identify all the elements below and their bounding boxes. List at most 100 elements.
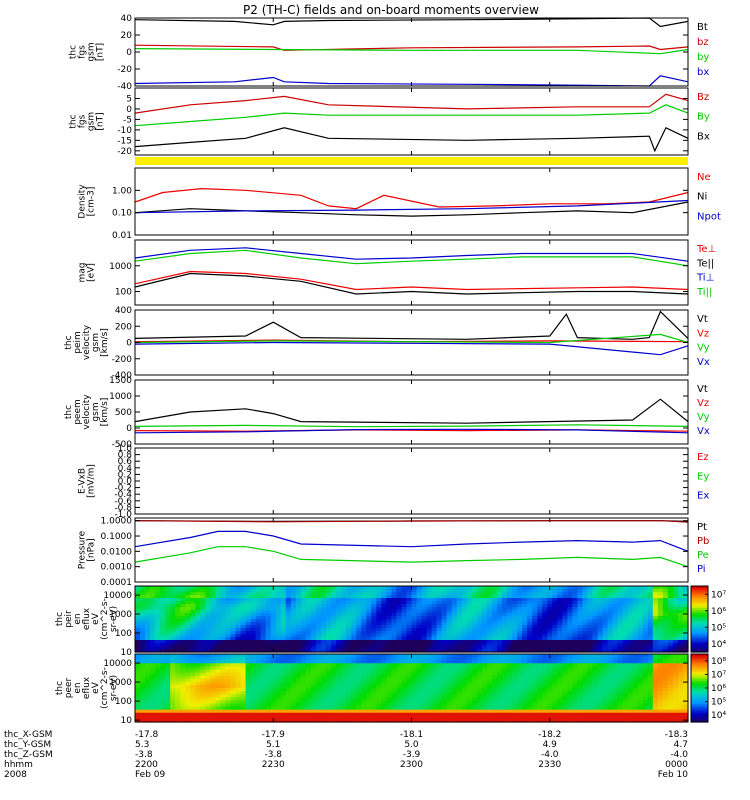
legend-Npot: Npot xyxy=(697,211,721,222)
colorbar-tick-label: 10⁵ xyxy=(711,623,726,633)
legend-Ne: Ne xyxy=(697,172,711,183)
bottom-tick-label: -3.9 xyxy=(403,750,421,760)
colorbar-tick-label: 10⁸ xyxy=(711,657,726,667)
colorbar-tick-label: 10⁶ xyxy=(711,684,726,694)
panel-frame xyxy=(134,309,689,376)
panel-frame xyxy=(134,517,689,583)
panel-4: Te⊥ Te|| Ti⊥ Ti|| 1000 100 mag[eV] xyxy=(78,239,716,306)
y-tick-label: -40 xyxy=(117,82,132,92)
y-tick-label: 0 xyxy=(126,339,132,349)
bottom-tick-label: -3.8 xyxy=(135,750,153,760)
bottom-row-label: thc_Z-GSM xyxy=(4,750,53,760)
panels-group: Btbzbybx40200-20-40thcfgsgsm[nT]BzByBx50… xyxy=(55,14,726,726)
y-tick-label: -500 xyxy=(112,440,133,450)
y-tick-label: -10 xyxy=(117,126,132,136)
series-line-bx xyxy=(134,75,689,87)
series-line-by xyxy=(134,48,689,55)
bottom-tick-label: 4.9 xyxy=(543,740,558,750)
legend-Ni: Ni xyxy=(697,192,707,203)
y-axis-label: mag[eV] xyxy=(78,263,97,283)
bottom-tick-label: 2300 xyxy=(400,760,423,770)
series-line-Ni xyxy=(134,201,689,217)
colorbar: 10⁴ 10⁵ 10⁶ 10⁷ 10⁸ xyxy=(690,653,726,723)
y-tick-label: -20 xyxy=(117,65,132,75)
bottom-tick-label: 2200 xyxy=(135,760,158,770)
y-tick-label: 0.4 xyxy=(118,464,133,474)
legend-Vt: Vt xyxy=(697,384,708,395)
colorbar: 10⁴ 10⁵ 10⁶ 10⁷ xyxy=(690,585,726,653)
panel-3: Ne Ni Npot 1.00 0.10 0.01 Density[cm-3] xyxy=(78,167,721,241)
y-axis-label: thcpeimvelocitygsm[km/s] xyxy=(64,324,110,360)
legend-Bt: Bt xyxy=(697,22,708,33)
series-line-Te|| xyxy=(134,272,689,295)
series-line-Vt xyxy=(134,398,689,424)
series-line-Vt xyxy=(134,310,689,340)
panel-frame xyxy=(134,447,689,515)
y-tick-label: 40 xyxy=(121,14,133,24)
y-tick-label: 0.8 xyxy=(118,451,133,461)
series-line-Ti⊥ xyxy=(134,247,689,262)
y-axis-label: Pressure[nPa] xyxy=(78,530,97,569)
bottom-tick-label: -4.0 xyxy=(670,750,688,760)
legend-bz: bz xyxy=(697,37,709,48)
y-axis-label: thcpeerenefluxeV(cm^2-s-sr-eV) xyxy=(55,667,119,709)
y-tick-label: 0.0010 xyxy=(101,563,133,573)
y-axis-label: thcfgsgsm[nT] xyxy=(69,112,106,131)
y-tick-label: 200 xyxy=(115,322,132,332)
legend-Bz: Bz xyxy=(697,92,709,103)
y-tick-label: 1000 xyxy=(109,678,132,688)
y-tick-label: 5 xyxy=(126,94,132,104)
panel-1: Bt bz by bx 40 20 0 -20 -40 thcfgsgsm[nT] xyxy=(69,14,710,92)
panel-9: 10⁴ 10⁵ 10⁶ 10⁷ 10000 1000 100 10thcpeireneflux… xyxy=(55,585,726,658)
y-tick-label: -1.0 xyxy=(114,510,132,520)
bottom-tick-label: 2230 xyxy=(262,760,285,770)
y-axis-label: thcpeirenefluxeV(cm^2-s-sr-eV) xyxy=(55,598,119,640)
bottom-tick-label: -17.9 xyxy=(262,730,286,740)
legend-Vz: Vz xyxy=(697,398,709,409)
panel-2: Bz By Bx 50-5-10-15-20 thcfgsgsm[nT] xyxy=(69,87,710,157)
bottom-row-label: 2008 xyxy=(4,770,27,780)
series-line-Te⊥ xyxy=(134,270,689,291)
y-tick-label: -5 xyxy=(123,115,132,125)
legend-Pe: Pe xyxy=(697,550,709,561)
y-tick-label: 0.0100 xyxy=(101,547,133,557)
plot-title: P2 (TH-C) fields and on-board moments ov… xyxy=(243,3,539,17)
y-tick-label: 1.0 xyxy=(118,444,133,454)
legend-Ez: Ez xyxy=(697,452,709,463)
y-tick-label: -200 xyxy=(112,355,133,365)
bottom-tick-label: 5.0 xyxy=(404,740,419,750)
y-tick-label: -0.4 xyxy=(114,490,132,500)
series-line-By xyxy=(134,104,689,127)
y-tick-label: 0 xyxy=(126,48,132,58)
bottom-row-label: thc_Y-GSM xyxy=(4,740,51,750)
y-tick-label: 10000 xyxy=(103,659,132,669)
legend-Vt: Vt xyxy=(697,314,708,325)
mode-bar xyxy=(135,157,688,165)
y-tick-label: 1000 xyxy=(109,610,132,620)
y-tick-label: 100 xyxy=(115,629,132,639)
y-tick-label: -0.2 xyxy=(114,484,132,494)
legend-Vz: Vz xyxy=(697,328,709,339)
series-line-Bt xyxy=(134,17,689,28)
y-tick-label: 0.6 xyxy=(118,457,133,467)
y-tick-label: 10000 xyxy=(103,591,132,601)
y-tick-label: 0.0001 xyxy=(101,578,133,588)
bottom-tick-label: 4.7 xyxy=(674,740,688,750)
spectrogram xyxy=(135,586,689,653)
bottom-tick-label: -18.1 xyxy=(400,730,423,740)
series-line-Vx xyxy=(134,428,689,434)
y-tick-label: 100 xyxy=(115,288,132,298)
y-tick-label: -0.6 xyxy=(114,497,132,507)
y-tick-label: 1000 xyxy=(109,262,132,272)
panel-frame xyxy=(134,87,689,156)
y-tick-label: 400 xyxy=(115,306,132,316)
series-line-bz xyxy=(134,44,689,51)
spectrogram xyxy=(135,654,689,723)
y-tick-label: 10 xyxy=(121,716,133,726)
y-tick-label: 0.2 xyxy=(118,470,132,480)
series-line-Bx xyxy=(134,127,689,153)
y-tick-label: 10 xyxy=(121,648,133,658)
series-line-Pe xyxy=(134,546,689,568)
